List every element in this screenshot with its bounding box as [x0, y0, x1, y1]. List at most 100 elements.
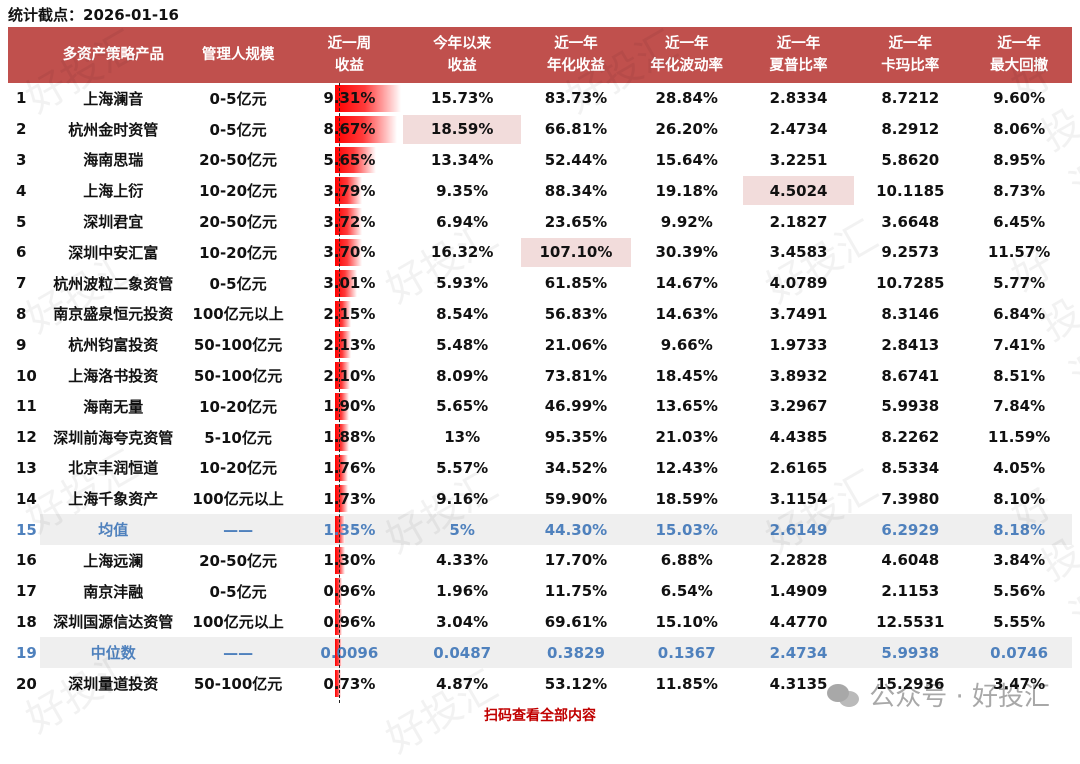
sharpe-cell: 4.5024: [742, 175, 855, 206]
rank-cell: 15: [16, 520, 37, 539]
annual-return-cell: 107.10%: [521, 237, 631, 268]
ytd-cell: 5.57%: [436, 458, 489, 477]
header-product: 多资产策略产品: [62, 47, 165, 63]
calmar-cell: 5.9938: [881, 643, 940, 662]
highlight-cell: [742, 176, 855, 206]
max-drawdown-cell: 0.0746: [990, 643, 1049, 662]
rank-cell: 16: [16, 551, 37, 570]
scale-cell: 50-100亿元: [193, 675, 283, 694]
databar: [335, 115, 397, 143]
ytd-cell: 5%: [449, 520, 475, 539]
databar: [335, 577, 343, 605]
max-drawdown-cell: 3.47%: [993, 674, 1046, 693]
rank-cell: 10: [16, 366, 37, 385]
rank-cell: 2: [16, 120, 27, 139]
max-drawdown-cell: 7.84%: [993, 397, 1046, 416]
rank-cell: 20: [16, 674, 37, 693]
week-return-cell: 1.88%: [295, 422, 403, 453]
table-row: 16 上海远澜 20-50亿元 1.30% 4.33% 17.70% 6.88% 2.2828…: [8, 545, 1072, 576]
summary-band: [40, 514, 1072, 545]
ytd-cell: 15.73%: [430, 89, 494, 108]
calmar-cell: 8.2912: [881, 120, 940, 139]
sharpe-cell: 2.2828: [769, 551, 828, 570]
scale-cell: 10-20亿元: [199, 182, 278, 201]
scale-cell: 100亿元以上: [192, 305, 284, 324]
ytd-cell: 8.54%: [436, 304, 489, 323]
databar: [335, 269, 357, 297]
highlight-cell: [521, 237, 631, 267]
volatility-cell: 28.84%: [655, 89, 718, 108]
header-max-drawdown: 近一年 最大回撤: [990, 36, 1049, 74]
max-drawdown-cell: 9.60%: [993, 89, 1046, 108]
rank-cell: 19: [16, 643, 37, 662]
ytd-cell: 8.09%: [436, 366, 489, 385]
max-drawdown-cell: 11.59%: [987, 428, 1051, 447]
table-row: 13 北京丰润恒道 10-20亿元 1.76% 5.57% 34.52% 12.43% 2.6…: [8, 453, 1072, 484]
annual-return-cell: 66.81%: [544, 120, 608, 139]
volatility-cell: 14.67%: [655, 274, 718, 293]
max-drawdown-cell: 6.84%: [993, 304, 1046, 323]
calmar-cell: 8.2262: [881, 428, 940, 447]
annual-return-cell: 23.65%: [544, 212, 608, 231]
databar: [335, 546, 345, 574]
product-cell: 深圳量道投资: [68, 675, 159, 694]
annual-return-cell: 11.75%: [544, 582, 608, 601]
annual-return-cell: 59.90%: [544, 489, 608, 508]
header-ytd-return: 今年以来 收益: [433, 36, 492, 74]
week-return-cell: 0.96%: [295, 607, 403, 638]
week-return-cell: 1.30%: [295, 545, 403, 576]
volatility-cell: 0.1367: [657, 643, 716, 662]
max-drawdown-cell: 8.10%: [993, 489, 1046, 508]
product-cell: 杭州钧富投资: [68, 336, 159, 355]
scale-cell: 0-5亿元: [209, 582, 267, 601]
calmar-cell: 9.2573: [881, 243, 940, 262]
rank-cell: 17: [16, 582, 37, 601]
scale-cell: 0-5亿元: [209, 89, 267, 108]
volatility-cell: 15.10%: [655, 612, 718, 631]
max-drawdown-cell: 5.77%: [993, 274, 1046, 293]
scale-cell: 20-50亿元: [199, 551, 278, 570]
ytd-cell: 4.87%: [436, 674, 489, 693]
sharpe-cell: 3.2251: [769, 150, 828, 169]
product-cell: 深圳君宜: [83, 213, 144, 232]
product-cell: 上海澜音: [83, 89, 144, 108]
max-drawdown-cell: 5.56%: [993, 582, 1046, 601]
databar: [335, 392, 349, 420]
table-row: 8 南京盛泉恒元投资 100亿元以上 2.15% 8.54% 56.83% 14.63% 3.…: [8, 299, 1072, 330]
table-row: 5 深圳君宜 20-50亿元 3.72% 6.94% 23.65% 9.92% 2.1827 3…: [8, 206, 1072, 237]
week-return-cell: 3.79%: [295, 175, 403, 206]
volatility-cell: 18.59%: [655, 489, 718, 508]
annual-return-cell: 53.12%: [544, 674, 608, 693]
databar: [335, 485, 348, 513]
calmar-cell: 7.3980: [881, 489, 940, 508]
header-week-return: 近一周 收益: [327, 36, 372, 74]
calmar-cell: 10.7285: [876, 274, 945, 293]
calmar-cell: 5.8620: [881, 150, 940, 169]
annual-return-cell: 88.34%: [544, 181, 608, 200]
databar: [335, 608, 343, 636]
ytd-cell: 18.59%: [403, 114, 522, 145]
product-cell: 杭州波粒二象资管: [53, 274, 174, 293]
calmar-cell: 8.7212: [881, 89, 940, 108]
volatility-cell: 19.18%: [655, 181, 718, 200]
calmar-cell: 12.5531: [876, 612, 945, 631]
scale-cell: ——: [223, 520, 254, 539]
header-scale: 管理人规模: [201, 47, 275, 63]
ytd-cell: 4.33%: [436, 551, 489, 570]
max-drawdown-cell: 8.95%: [993, 150, 1046, 169]
product-cell: 上海洛书投资: [68, 367, 159, 386]
volatility-cell: 6.54%: [660, 582, 713, 601]
scale-cell: 10-20亿元: [199, 397, 278, 416]
product-cell: 杭州金时资管: [68, 120, 159, 139]
max-drawdown-cell: 3.84%: [993, 551, 1046, 570]
calmar-cell: 8.5334: [881, 458, 940, 477]
rank-cell: 13: [16, 458, 37, 477]
sharpe-cell: 4.3135: [769, 674, 828, 693]
max-drawdown-cell: 4.05%: [993, 458, 1046, 477]
table-row: 20 深圳量道投资 50-100亿元 0.73% 4.87% 53.12% 11.85% 4.…: [8, 668, 1072, 699]
table-row: 18 深圳国源信达资管 100亿元以上 0.96% 3.04% 69.61% 15.10% 4…: [8, 607, 1072, 638]
product-cell: 上海上衍: [83, 182, 144, 201]
header-calmar: 近一年 卡玛比率: [881, 36, 940, 74]
week-return-cell: 1.35%: [295, 514, 403, 545]
header-volatility: 近一年 年化波动率: [650, 36, 723, 74]
